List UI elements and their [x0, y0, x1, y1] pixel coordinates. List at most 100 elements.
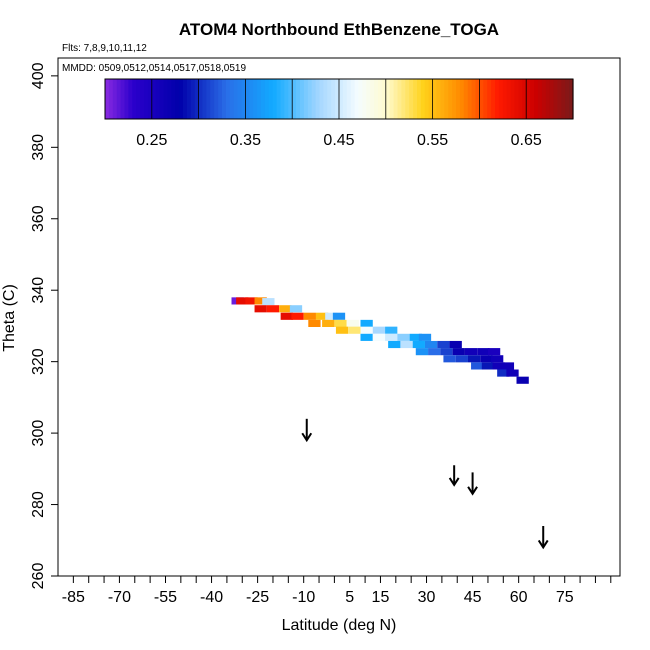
data-point — [325, 312, 338, 320]
colorbar-segment — [315, 79, 321, 119]
data-point — [332, 312, 346, 320]
data-point — [497, 369, 510, 377]
colorbar-segment — [354, 79, 360, 119]
colorbar-segment — [475, 79, 480, 119]
colorbar-segment — [526, 79, 531, 119]
colorbar-segment — [280, 79, 285, 119]
colorbar-segment — [417, 79, 422, 119]
data-point — [400, 340, 413, 349]
data-point — [254, 305, 267, 313]
colorbar-segment — [147, 79, 153, 119]
x-tick-label: 60 — [510, 589, 528, 606]
colorbar-segment — [385, 79, 391, 119]
colorbar-segment — [272, 79, 278, 119]
colorbar-segment — [456, 79, 461, 119]
data-point — [415, 348, 429, 356]
colorbar-segment — [300, 79, 305, 119]
data-point — [428, 348, 441, 356]
colorbar-segment — [218, 79, 223, 119]
colorbar-segment — [381, 79, 387, 119]
colorbar-segment — [522, 79, 527, 119]
colorbar-segment — [420, 79, 426, 119]
colorbar-segment — [467, 79, 473, 119]
data-point — [280, 312, 293, 320]
colorbar-segment — [534, 79, 539, 119]
x-tick-label: -70 — [108, 589, 131, 606]
data-point — [397, 333, 410, 341]
colorbar-segment — [432, 79, 438, 119]
colorbar-segment — [569, 79, 574, 119]
colorbar-segment — [541, 79, 547, 119]
colorbar-segment — [183, 79, 188, 119]
data-point — [449, 340, 462, 349]
y-tick-label: 400 — [30, 62, 47, 89]
data-point — [412, 340, 425, 349]
colorbar-segment — [249, 79, 254, 119]
colorbar-segment — [502, 79, 508, 119]
colorbar-segment — [257, 79, 262, 119]
colorbar-segment — [393, 79, 399, 119]
colorbar-segment — [487, 79, 492, 119]
colorbar-segment — [284, 79, 289, 119]
colorbar-segment — [339, 79, 344, 119]
y-tick-label: 320 — [30, 348, 47, 375]
colorbar-segment — [296, 79, 301, 119]
colorbar-segment — [537, 79, 543, 119]
colorbar-segment — [397, 79, 402, 119]
y-axis: 260 280 300 320 340 360 380 400 — [30, 62, 59, 589]
colorbar-segment — [459, 79, 465, 119]
data-point — [443, 355, 456, 363]
y-tick-label: 360 — [30, 205, 47, 232]
colorbar-segment — [362, 79, 367, 119]
data-point — [506, 369, 519, 377]
colorbar-segment — [268, 79, 274, 119]
colorbar-segment — [389, 79, 395, 119]
data-point — [424, 340, 438, 349]
data-point — [501, 362, 515, 370]
colorbar-segment — [495, 79, 500, 119]
colorbar-segment — [233, 79, 239, 119]
colorbar-segment — [144, 79, 149, 119]
arrow-head — [448, 477, 460, 487]
data-point — [236, 297, 249, 305]
colorbar-segment — [471, 79, 477, 119]
colorbar-segment — [424, 79, 430, 119]
arrow-head — [301, 432, 313, 443]
colorbar-tick-label: 0.65 — [511, 132, 542, 149]
down-arrow — [448, 465, 460, 487]
x-tick-label: -40 — [200, 589, 223, 606]
colorbar-segment — [140, 79, 145, 119]
colorbar-segment — [506, 79, 512, 119]
x-tick-label: -25 — [246, 589, 269, 606]
colorbar-segment — [366, 79, 371, 119]
data-point — [279, 305, 292, 313]
colorbar-segment — [124, 79, 129, 119]
colorbar-segment — [186, 79, 192, 119]
data-point — [360, 333, 373, 341]
colorbar-segment — [120, 79, 126, 119]
colorbar-segment — [229, 79, 235, 119]
data-point — [487, 348, 501, 356]
colorbar-tick-label: 0.35 — [230, 132, 261, 149]
colorbar-segment — [276, 79, 282, 119]
data-point — [315, 312, 329, 320]
colorbar-segment — [288, 79, 293, 119]
colorbar-tick-label: 0.25 — [136, 132, 167, 149]
colorbar-segment — [409, 79, 414, 119]
x-tick-label: 5 — [345, 589, 354, 606]
data-point — [372, 326, 386, 334]
colorbar-segment — [346, 79, 352, 119]
colorbar-segment — [557, 79, 562, 119]
data-point — [388, 340, 401, 349]
down-arrow — [537, 525, 549, 550]
x-tick-label: -55 — [154, 589, 177, 606]
x-axis-label: Latitude (deg N) — [282, 617, 397, 634]
colorbar-segment — [116, 79, 122, 119]
data-point — [289, 305, 303, 313]
colorbar-segment — [303, 79, 309, 119]
colorbar-segment — [510, 79, 516, 119]
y-tick-label: 280 — [30, 491, 47, 518]
data-point — [360, 326, 373, 334]
colorbar-segment — [171, 79, 176, 119]
chart-title: ATOM4 Northbound EthBenzene_TOGA — [179, 20, 499, 39]
